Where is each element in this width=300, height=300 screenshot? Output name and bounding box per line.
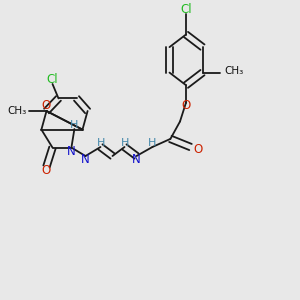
Text: N: N xyxy=(132,153,141,167)
Text: H: H xyxy=(121,138,130,148)
Text: Cl: Cl xyxy=(180,3,192,16)
Text: O: O xyxy=(182,99,190,112)
Text: N: N xyxy=(67,145,76,158)
Text: CH₃: CH₃ xyxy=(224,66,244,76)
Text: Cl: Cl xyxy=(47,73,58,86)
Text: H: H xyxy=(97,138,106,148)
Text: O: O xyxy=(194,143,203,156)
Text: O: O xyxy=(42,99,51,112)
Text: CH₃: CH₃ xyxy=(7,106,26,116)
Text: N: N xyxy=(81,153,90,167)
Text: H: H xyxy=(148,138,157,148)
Text: O: O xyxy=(42,164,51,178)
Text: H: H xyxy=(70,120,79,130)
